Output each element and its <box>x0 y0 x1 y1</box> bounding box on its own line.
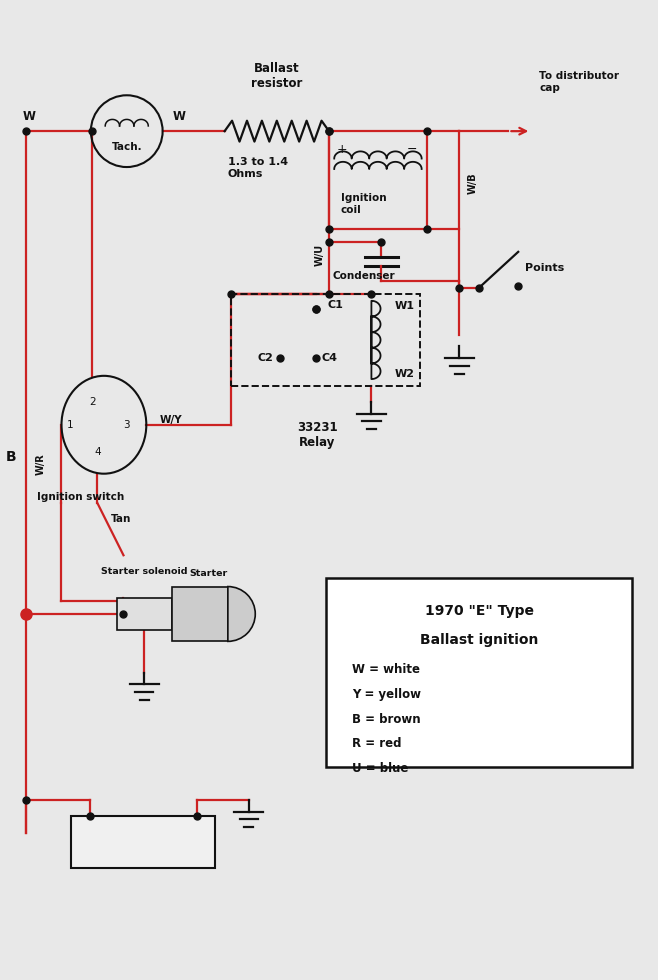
Text: R = red: R = red <box>352 737 401 751</box>
Text: Starter: Starter <box>189 569 228 578</box>
Text: −: − <box>407 143 417 156</box>
Text: W/U: W/U <box>315 244 324 267</box>
Text: +: + <box>337 143 347 156</box>
Text: Points: Points <box>524 264 564 273</box>
Text: U = blue: U = blue <box>352 762 408 775</box>
Text: W/B: W/B <box>467 172 477 194</box>
Text: W: W <box>172 111 186 123</box>
Text: Ballast ignition: Ballast ignition <box>420 633 538 647</box>
Text: Tach.: Tach. <box>111 142 142 153</box>
Text: W = white: W = white <box>352 662 420 676</box>
Text: W2: W2 <box>394 368 415 379</box>
Text: 3: 3 <box>124 419 130 430</box>
Bar <box>71 816 215 868</box>
Text: W/R: W/R <box>36 453 45 474</box>
Text: Starter solenoid: Starter solenoid <box>101 567 188 576</box>
Text: B: B <box>6 451 16 465</box>
Text: C2: C2 <box>257 353 273 364</box>
Text: Ignition
coil: Ignition coil <box>341 193 386 215</box>
Text: W: W <box>22 111 36 123</box>
Text: −: − <box>191 821 202 834</box>
Text: 1: 1 <box>66 419 73 430</box>
Text: 33231
Relay: 33231 Relay <box>297 421 338 450</box>
Text: 4: 4 <box>94 447 101 457</box>
Text: 1.3 to 1.4
Ohms: 1.3 to 1.4 Ohms <box>228 157 288 179</box>
Text: W/Y: W/Y <box>159 415 182 424</box>
Text: Ballast
resistor: Ballast resistor <box>251 62 303 90</box>
Text: Condenser: Condenser <box>332 271 395 281</box>
Text: 2: 2 <box>89 397 95 407</box>
Text: C1: C1 <box>328 300 343 311</box>
Bar <box>329 131 427 229</box>
Bar <box>231 294 420 385</box>
Wedge shape <box>228 587 255 641</box>
Bar <box>117 598 172 630</box>
Text: W1: W1 <box>394 301 415 311</box>
Bar <box>172 587 228 641</box>
Text: Y = yellow: Y = yellow <box>352 688 421 701</box>
Text: Ignition switch: Ignition switch <box>38 492 125 502</box>
Text: C4: C4 <box>321 353 337 364</box>
Text: +: + <box>84 821 95 834</box>
Text: Battery: Battery <box>115 836 171 849</box>
Text: B = brown: B = brown <box>352 712 420 725</box>
Text: To distributor
cap: To distributor cap <box>539 72 619 93</box>
FancyBboxPatch shape <box>326 578 632 767</box>
Text: Tan: Tan <box>111 514 131 524</box>
Text: 1970 "E" Type: 1970 "E" Type <box>424 604 534 617</box>
